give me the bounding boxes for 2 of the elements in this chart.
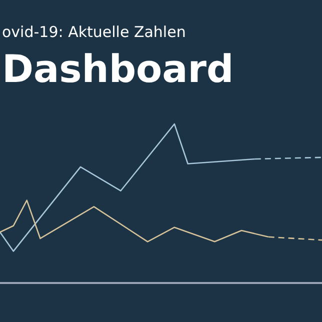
- chart-title: Dashboard: [2, 47, 234, 91]
- chart-subtitle: ovid-19: Aktuelle Zahlen: [2, 23, 186, 41]
